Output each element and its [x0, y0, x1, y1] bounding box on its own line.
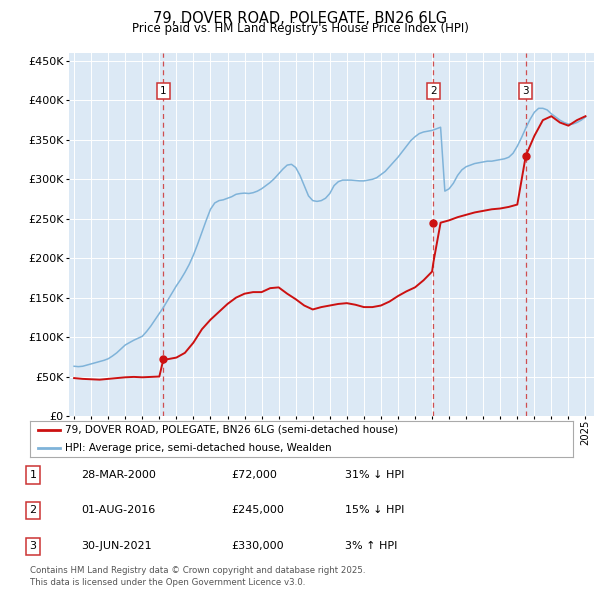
- Text: £245,000: £245,000: [231, 506, 284, 515]
- Text: £330,000: £330,000: [231, 542, 284, 551]
- Text: 1: 1: [160, 86, 167, 96]
- Text: 1: 1: [29, 470, 37, 480]
- Text: Contains HM Land Registry data © Crown copyright and database right 2025.
This d: Contains HM Land Registry data © Crown c…: [30, 566, 365, 587]
- Text: 79, DOVER ROAD, POLEGATE, BN26 6LG: 79, DOVER ROAD, POLEGATE, BN26 6LG: [153, 11, 447, 25]
- Text: 79, DOVER ROAD, POLEGATE, BN26 6LG (semi-detached house): 79, DOVER ROAD, POLEGATE, BN26 6LG (semi…: [65, 425, 398, 435]
- Text: £72,000: £72,000: [231, 470, 277, 480]
- Text: Price paid vs. HM Land Registry's House Price Index (HPI): Price paid vs. HM Land Registry's House …: [131, 22, 469, 35]
- Text: 3: 3: [523, 86, 529, 96]
- Text: 3: 3: [29, 542, 37, 551]
- Text: 30-JUN-2021: 30-JUN-2021: [81, 542, 152, 551]
- Text: 3% ↑ HPI: 3% ↑ HPI: [345, 542, 397, 551]
- Text: 15% ↓ HPI: 15% ↓ HPI: [345, 506, 404, 515]
- Text: 2: 2: [29, 506, 37, 515]
- Text: 01-AUG-2016: 01-AUG-2016: [81, 506, 155, 515]
- Text: HPI: Average price, semi-detached house, Wealden: HPI: Average price, semi-detached house,…: [65, 443, 332, 453]
- Text: 2: 2: [430, 86, 437, 96]
- Text: 31% ↓ HPI: 31% ↓ HPI: [345, 470, 404, 480]
- Text: 28-MAR-2000: 28-MAR-2000: [81, 470, 156, 480]
